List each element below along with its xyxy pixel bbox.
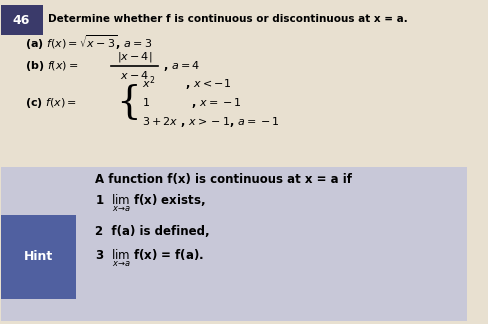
Text: (c) $f(x) =$: (c) $f(x) =$ [25,96,77,110]
Text: Hint: Hint [24,250,53,263]
Text: (b) $f(x) =$: (b) $f(x) =$ [25,59,78,73]
Text: 46: 46 [13,14,30,27]
Text: 2  f(a) is defined,: 2 f(a) is defined, [95,225,209,237]
Text: 3  $\lim_{x \to a}$ f(x) = f(a).: 3 $\lim_{x \to a}$ f(x) = f(a). [95,248,203,269]
FancyBboxPatch shape [1,215,76,298]
Text: A function f(x) is continuous at x = a if: A function f(x) is continuous at x = a i… [95,173,351,186]
Text: (a) $f(x) = \sqrt{x-3}$, $a = 3$: (a) $f(x) = \sqrt{x-3}$, $a = 3$ [25,34,152,52]
Text: Determine whether f is continuous or discontinuous at x = a.: Determine whether f is continuous or dis… [48,14,407,24]
Text: $1$           , $x = -1$: $1$ , $x = -1$ [142,96,241,110]
Text: 1  $\lim_{x \to a}$ f(x) exists,: 1 $\lim_{x \to a}$ f(x) exists, [95,193,205,214]
Text: $|x-4|$: $|x-4|$ [117,50,152,64]
Text: $3 + 2x$ , $x > -1$, $a = -1$: $3 + 2x$ , $x > -1$, $a = -1$ [142,115,279,129]
Text: {: { [116,84,141,121]
FancyBboxPatch shape [0,167,466,321]
Text: $x^2$        , $x < -1$: $x^2$ , $x < -1$ [142,74,230,93]
Text: , $a = 4$: , $a = 4$ [163,59,199,73]
FancyBboxPatch shape [0,5,43,35]
Text: $x-4$: $x-4$ [120,69,149,81]
